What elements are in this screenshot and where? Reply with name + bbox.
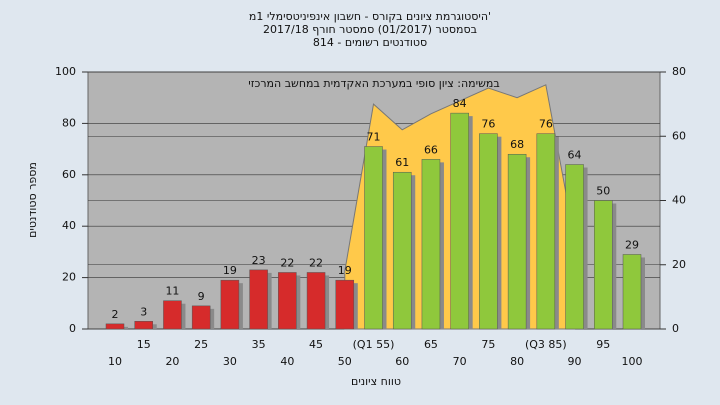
value-label: 64 (568, 149, 582, 162)
value-label: 9 (198, 290, 205, 303)
y2-tick-label: 20 (672, 258, 686, 271)
bar (392, 171, 412, 330)
x-tick-label: 10 (108, 355, 122, 368)
x-tick-label: 50 (338, 355, 352, 368)
value-label: 3 (140, 305, 147, 318)
y2-tick-label: 80 (672, 65, 686, 78)
x-tick-label: 95 (596, 338, 610, 351)
x-tick-label: 25 (194, 338, 208, 351)
y-tick-label: 60 (62, 168, 76, 181)
x-tick-label: 35 (252, 338, 266, 351)
bar (565, 164, 584, 330)
x-axis-label: טווח ציונים (351, 375, 401, 388)
bar (364, 146, 383, 330)
value-label: 71 (367, 131, 381, 144)
value-label: 19 (223, 264, 237, 277)
bar (507, 153, 527, 330)
value-label: 66 (424, 143, 438, 156)
bar (594, 200, 613, 330)
bar (249, 269, 268, 330)
value-label: 76 (481, 118, 495, 131)
x-tick-label: 75 (481, 338, 495, 351)
x-tick-label: 90 (568, 355, 582, 368)
value-label: 84 (453, 97, 467, 110)
value-label: 11 (165, 285, 179, 298)
bar (163, 300, 182, 330)
annotation: במשימה: ציון סופי במערכת האקדמית במחשב ה… (248, 77, 499, 90)
bar (306, 272, 326, 330)
bar (450, 112, 469, 330)
value-label: 68 (510, 138, 524, 151)
y-tick-label: 40 (62, 219, 76, 232)
value-label: 19 (338, 264, 352, 277)
title-line: סטודנטים רשומים - 814 (313, 36, 427, 49)
bar (220, 279, 240, 330)
x-tick-label: 100 (622, 355, 643, 368)
bar (134, 321, 153, 330)
value-label: 23 (252, 254, 266, 267)
x-tick-label: 70 (453, 355, 467, 368)
y-tick-label: 80 (62, 116, 76, 129)
bar (191, 305, 211, 330)
value-label: 50 (596, 185, 610, 198)
x-tick-label: (Q3 85) (525, 338, 567, 351)
value-label: 76 (539, 118, 553, 131)
x-tick-label: 15 (137, 338, 151, 351)
y-axis-label: מספר סטודנטים (26, 162, 39, 238)
x-tick-label: 45 (309, 338, 323, 351)
bar (421, 159, 441, 330)
x-tick-label: 20 (165, 355, 179, 368)
bar (105, 323, 125, 330)
y-tick-label: 20 (62, 271, 76, 284)
bar (278, 272, 297, 330)
y2-tick-label: 60 (672, 129, 686, 142)
value-label: 22 (309, 256, 323, 269)
y-tick-label: 100 (55, 65, 76, 78)
x-tick-label: 40 (280, 355, 294, 368)
y2-tick-label: 40 (672, 194, 686, 207)
value-label: 61 (395, 156, 409, 169)
value-label: 22 (280, 256, 294, 269)
title-line: היסטוגרמת ציונים בקורס - חשבון אינפיניטס… (249, 10, 491, 23)
x-tick-label: 65 (424, 338, 438, 351)
bar (536, 133, 556, 330)
title-line: בסמסטר (01/2017) סמסטר חורף 2017/18 (263, 23, 477, 36)
bar (335, 279, 355, 330)
y-tick-label: 0 (69, 322, 76, 335)
bar (479, 133, 498, 330)
y2-tick-label: 0 (672, 322, 679, 335)
x-tick-label: 30 (223, 355, 237, 368)
x-tick-label: 60 (395, 355, 409, 368)
x-tick-label: 80 (510, 355, 524, 368)
bar (622, 254, 642, 330)
x-tick-label: (Q1 55) (353, 338, 395, 351)
value-label: 2 (112, 308, 119, 321)
value-label: 29 (625, 238, 639, 251)
